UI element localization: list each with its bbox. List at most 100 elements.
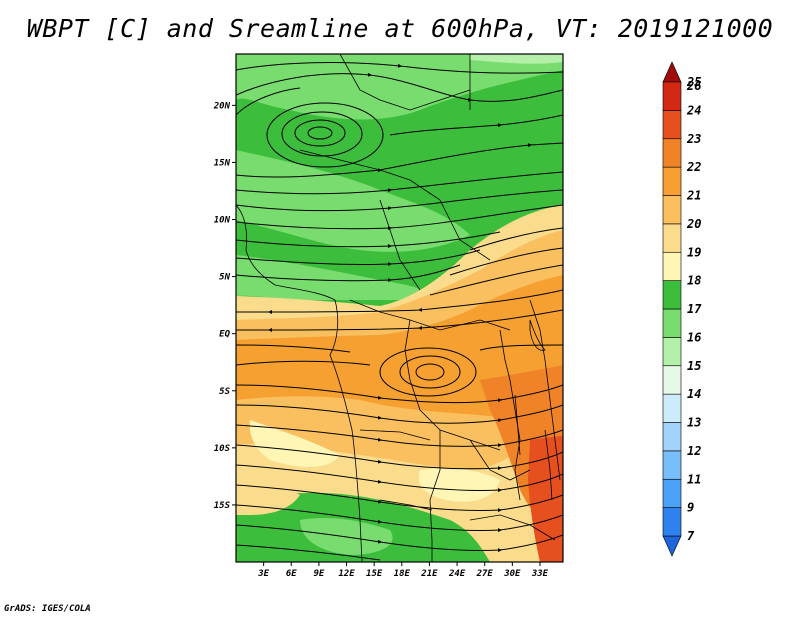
streamline [236, 309, 563, 332]
latitude-axis: 20N 15N 10N 5N EQ 5S 10S 15S [213, 101, 236, 511]
colorbar-label: 12 [687, 444, 701, 458]
streamline [236, 544, 381, 561]
colorbar-segment [662, 478, 682, 508]
lon-tick-label: 27E [476, 569, 494, 579]
lon-tick-label: 6E [286, 569, 297, 579]
lake-border [514, 394, 521, 456]
colorbar-label: 21 [686, 189, 701, 203]
lat-tick-label: 20N [213, 101, 231, 111]
lat-tick-label: 15S [214, 501, 231, 511]
streamline [294, 119, 346, 147]
streamline [479, 344, 563, 351]
colorbar-segment [662, 195, 682, 225]
streamline [429, 264, 563, 296]
colorbar-label: 9 [687, 501, 694, 515]
colorbar-label: 19 [687, 245, 701, 259]
streamline [236, 524, 563, 553]
lon-tick-label: 15E [366, 569, 383, 579]
wbpt-region-pale-yellow [249, 420, 340, 467]
colorbar-segment [662, 223, 682, 253]
border [469, 514, 556, 541]
streamline [469, 227, 563, 251]
colorbar-label: 7 [687, 529, 695, 543]
colorbar-label: 26 [686, 79, 701, 93]
border [429, 430, 441, 562]
streamline [236, 189, 563, 212]
border [439, 199, 491, 261]
streamline [236, 289, 563, 314]
lon-tick-label: 12E [338, 569, 355, 579]
border [339, 54, 471, 111]
colorbar-segment [662, 337, 682, 367]
lon-tick-label: 21E [420, 569, 438, 579]
border [359, 429, 431, 441]
wbpt-region-light-green [236, 255, 440, 300]
border [529, 299, 561, 481]
streamline [449, 247, 563, 276]
streamline [307, 126, 333, 140]
streamline [236, 360, 371, 366]
colorbar-label: 18 [687, 274, 701, 288]
lon-tick-label: 3E [257, 569, 269, 579]
colorbar-segment [662, 393, 682, 423]
lon-tick-label: 33E [531, 569, 549, 579]
colorbar-segment [662, 422, 682, 452]
lat-tick-label: 5S [219, 387, 230, 397]
streamline [236, 404, 563, 424]
border [469, 439, 531, 481]
border [349, 299, 511, 331]
footer-credit: GrADS: IGES/COLA [4, 604, 91, 614]
country-borders [236, 54, 561, 562]
border [499, 329, 521, 501]
colorbar-segment [662, 507, 682, 537]
colorbar-label: 16 [687, 330, 701, 344]
streamline [236, 231, 501, 249]
colorbar-segment [662, 365, 682, 395]
lake-border [544, 429, 553, 501]
colorbar-segment [662, 138, 682, 168]
streamline [389, 114, 563, 136]
streamline [236, 464, 563, 493]
colorbar-segment [662, 110, 682, 140]
streamline [236, 424, 563, 448]
streamline [236, 204, 563, 231]
colorbar-label: 23 [686, 132, 701, 146]
lat-tick-label: 10S [214, 444, 231, 454]
colorbar-segment [662, 308, 682, 338]
streamline [281, 111, 363, 157]
colorbar-segment [662, 81, 682, 111]
streamline [415, 363, 445, 381]
streamline [236, 384, 563, 404]
streamline [236, 264, 461, 283]
lat-tick-label: 15N [214, 158, 231, 168]
streamline [236, 171, 563, 195]
colorbar-label: 11 [687, 472, 701, 486]
colorbar-segment [662, 61, 682, 83]
wbpt-region-red-orange [528, 436, 563, 562]
colorbar-segment [662, 450, 682, 480]
colorbar-label: 20 [686, 217, 701, 231]
streamline [236, 249, 481, 267]
colorbar-label: 25 [686, 75, 701, 89]
streamline [236, 87, 301, 116]
lon-tick-label: 30E [503, 569, 521, 579]
streamline [236, 344, 351, 353]
colorbar-label: 22 [686, 160, 701, 174]
border [299, 149, 441, 201]
wbpt-field [236, 54, 563, 562]
lat-tick-label: 10N [214, 216, 231, 226]
colorbar-segment [662, 251, 682, 281]
colorbar-label: 17 [687, 302, 702, 316]
colorbar-segment [662, 280, 682, 310]
figure-title: WBPT [C] and Sreamline at 600hPa, VT: 20… [26, 14, 774, 43]
coastline [236, 204, 363, 562]
longitude-axis: 3E 6E 9E 12E 15E 18E 21E 24E 27E 30E 33E [257, 562, 549, 579]
colorbar-segment [662, 535, 682, 557]
border [379, 499, 433, 511]
streamline [236, 72, 563, 102]
colorbar-label: 15 [687, 359, 701, 373]
wbpt-region-pale-green [470, 54, 563, 64]
